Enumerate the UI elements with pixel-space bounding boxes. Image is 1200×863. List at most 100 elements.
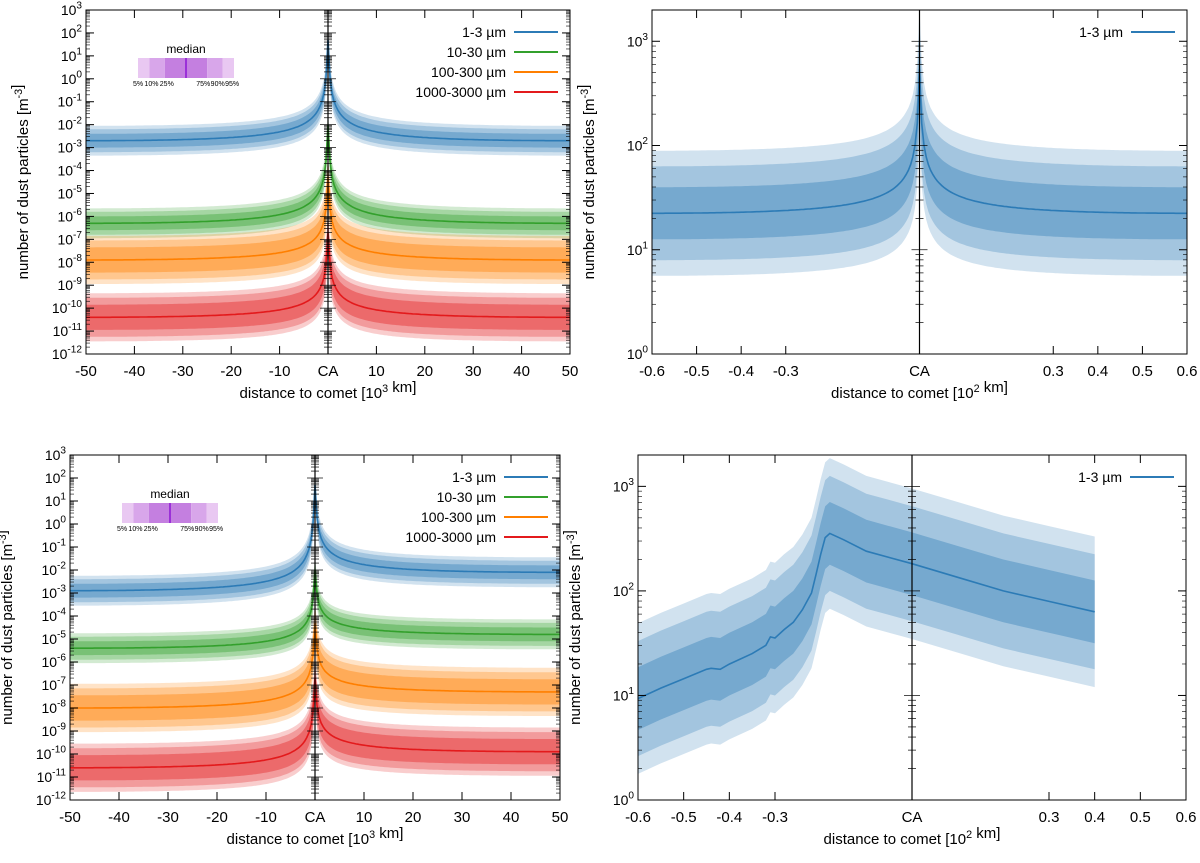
percentile-legend-segment (207, 58, 223, 78)
x-tick-label: -20 (220, 363, 242, 380)
percentile-band-4-1 (86, 208, 570, 342)
plot-area (86, 24, 570, 342)
y-tick-label: 102 (613, 582, 635, 599)
legend-label: 1000-3000 µm (405, 529, 496, 545)
y-tick-label: 102 (627, 136, 649, 153)
percentile-legend-label: 25% (144, 526, 158, 533)
percentile-band-2-2 (70, 558, 560, 660)
y-tick-label: 10-5 (57, 184, 82, 201)
x-tick-label: 0.3 (1043, 363, 1064, 380)
percentile-legend-label: 5% (117, 526, 127, 533)
percentile-band-1-3 (638, 502, 1095, 730)
chart-panel-3: 10-1210-1110-1010-910-810-710-610-510-41… (0, 446, 568, 848)
chart-panel-1: 10-1210-1110-1010-910-810-710-610-510-41… (9, 1, 578, 402)
percentile-band-1-2 (652, 22, 1187, 261)
percentile-band-3-3 (70, 610, 560, 721)
percentile-legend-label: 95% (209, 526, 223, 533)
x-tick-label: 0.3 (1039, 809, 1060, 826)
x-tick-label: -0.5 (671, 809, 697, 826)
y-tick-label: 103 (613, 477, 635, 494)
percentile-legend: median 5% 10% 25% 75% 90% 95% (133, 42, 239, 88)
percentile-band-1-2 (638, 475, 1095, 757)
percentile-legend-label: 75% (180, 526, 194, 533)
y-tick-label: 10-3 (41, 584, 66, 601)
percentile-legend-label: 25% (160, 81, 174, 88)
percentile-band-3-1 (86, 153, 570, 285)
y-tick-label: 10-7 (41, 676, 66, 693)
percentile-legend-label: 90% (195, 526, 209, 533)
percentile-band-3-2 (70, 603, 560, 728)
legend-label: 1-3 µm (1079, 24, 1123, 40)
y-tick-label: 10-11 (37, 768, 67, 785)
x-tick-label: -10 (269, 363, 291, 380)
y-tick-label: 10-11 (53, 322, 83, 339)
y-tick-label: 10-6 (41, 653, 66, 670)
x-tick-label: -0.5 (684, 363, 710, 380)
percentile-legend-label: 10% (128, 526, 142, 533)
legend: 1-3 µm 10-30 µm 100-300 µm 1000-3000 µm (405, 469, 548, 545)
y-tick-label: 101 (61, 47, 83, 64)
x-tick-label: -30 (172, 363, 194, 380)
percentile-band-3-2 (86, 157, 570, 280)
x-tick-label: 0.5 (1130, 809, 1151, 826)
x-tick-label: 20 (416, 363, 433, 380)
percentile-band-4-2 (86, 213, 570, 337)
percentile-legend-segment (138, 58, 150, 78)
y-tick-label: 102 (61, 24, 83, 41)
y-axis-label: number of dust particles [m-3] (561, 530, 584, 725)
y-tick-label: 100 (45, 515, 67, 532)
x-axis-label: distance to comet [102 km] (831, 379, 1008, 402)
x-tick-label: -10 (255, 809, 277, 826)
percentile-band-4-1 (70, 654, 560, 792)
percentile-band-2-3 (86, 117, 570, 231)
percentile-band-1-3 (86, 32, 570, 148)
x-tick-label: 30 (465, 363, 482, 380)
y-tick-label: 10-2 (41, 561, 66, 578)
percentile-band-2-1 (70, 555, 560, 664)
y-axis-label: number of dust particles [m-3] (0, 530, 16, 725)
x-tick-label: 0.5 (1132, 363, 1153, 380)
y-tick-label: 10-5 (41, 630, 66, 647)
y-tick-label: 103 (45, 446, 67, 463)
x-tick-label: -40 (108, 809, 130, 826)
x-tick-label: -0.4 (728, 363, 754, 380)
y-tick-label: 10-1 (41, 538, 66, 555)
y-tick-label: 10-9 (57, 276, 82, 293)
percentile-legend-label: 5% (133, 81, 143, 88)
legend-label: 10-30 µm (437, 489, 496, 505)
legend: 1-3 µm 10-30 µm 100-300 µm 1000-3000 µm (415, 24, 558, 100)
y-tick-label: 101 (627, 240, 649, 257)
x-tick-label: -50 (59, 809, 81, 826)
y-tick-label: 10-12 (36, 791, 67, 808)
y-axis-label: number of dust particles [m-3] (9, 85, 32, 280)
chart-panel-4: 100 101 102 103 -0.6 -0.5 -0.4 -0.3 CA 0.3 0.4 0.5 0… (561, 454, 1196, 848)
percentile-band-1-3 (652, 43, 1187, 240)
x-tick-label: 30 (454, 809, 471, 826)
legend-label: 100-300 µm (421, 509, 496, 525)
legend-label: 1-3 µm (462, 24, 506, 40)
x-tick-label: CA (305, 809, 326, 826)
percentile-legend: median 5% 10% 25% 75% 90% 95% (117, 487, 223, 533)
y-tick-label: 10-10 (52, 299, 83, 316)
percentile-band-2-3 (70, 563, 560, 656)
percentile-band-4-3 (70, 665, 560, 781)
median-line-1 (638, 532, 1095, 700)
x-tick-label: -0.6 (639, 363, 665, 380)
y-tick-label: 102 (45, 469, 67, 486)
x-tick-label: -40 (124, 363, 146, 380)
x-tick-label: 0.4 (1087, 363, 1108, 380)
percentile-legend-segment (149, 58, 165, 78)
percentile-band-1-1 (70, 469, 560, 606)
legend-label: 1-3 µm (1078, 469, 1122, 485)
x-tick-label: 40 (503, 809, 520, 826)
percentile-legend-label: 10% (144, 81, 158, 88)
plot-area (638, 458, 1095, 774)
y-tick-label: 100 (613, 791, 635, 808)
y-tick-label: 10-7 (57, 230, 82, 247)
x-tick-label: 0.4 (1084, 809, 1105, 826)
y-tick-label: 103 (61, 1, 83, 18)
percentile-legend-label: 95% (225, 81, 239, 88)
x-tick-label: 50 (562, 363, 579, 380)
y-tick-label: 10-8 (57, 253, 82, 270)
